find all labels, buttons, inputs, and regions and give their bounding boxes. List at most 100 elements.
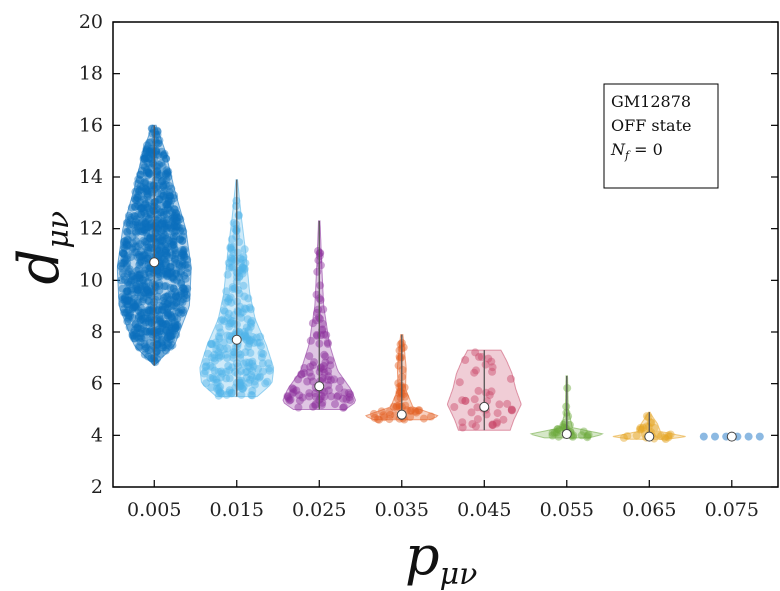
data-point	[406, 413, 415, 421]
data-point	[560, 419, 569, 427]
data-point	[165, 329, 174, 338]
data-point	[225, 322, 234, 331]
data-point	[140, 163, 149, 172]
data-point	[135, 271, 144, 280]
data-point	[162, 221, 171, 230]
data-point	[224, 259, 233, 267]
data-point	[373, 415, 382, 424]
violin-points	[200, 196, 274, 400]
data-point	[258, 359, 267, 368]
data-point	[151, 343, 160, 352]
data-point	[207, 339, 216, 348]
data-point	[248, 373, 257, 382]
data-point	[225, 374, 234, 383]
data-point	[162, 250, 171, 259]
data-point	[158, 321, 167, 330]
data-point	[162, 249, 171, 257]
data-point	[157, 237, 166, 246]
data-point	[222, 293, 231, 302]
data-point	[153, 162, 161, 171]
data-point	[143, 286, 152, 295]
data-point	[140, 256, 149, 265]
data-point	[170, 194, 179, 203]
data-point	[163, 269, 172, 278]
data-point	[136, 324, 145, 333]
data-point	[131, 274, 139, 283]
data-point	[168, 297, 177, 306]
data-point	[225, 366, 234, 375]
data-point	[159, 230, 168, 239]
data-point	[172, 269, 181, 278]
data-point	[118, 264, 127, 273]
data-point	[143, 171, 152, 180]
data-point	[142, 243, 150, 252]
data-point	[162, 325, 171, 334]
data-point	[481, 360, 490, 369]
data-point	[161, 303, 170, 312]
data-point	[227, 319, 235, 327]
x-axis-label-subscript: μν	[440, 557, 478, 591]
data-point	[167, 324, 176, 333]
data-point	[142, 212, 150, 221]
data-point	[156, 327, 164, 336]
data-point	[180, 291, 189, 300]
data-point	[175, 260, 184, 269]
data-point	[141, 200, 150, 209]
data-point	[142, 165, 151, 174]
data-point	[162, 261, 170, 270]
data-point	[393, 394, 402, 403]
data-point	[138, 227, 147, 236]
data-point	[176, 297, 185, 306]
data-point	[212, 345, 221, 354]
data-point	[158, 318, 166, 326]
data-point	[140, 283, 149, 292]
data-point	[153, 130, 162, 139]
data-point	[179, 250, 188, 259]
data-point	[240, 292, 249, 301]
data-point	[170, 212, 178, 221]
data-point	[147, 219, 156, 228]
data-point	[144, 190, 153, 199]
data-point	[136, 257, 145, 266]
data-point	[245, 339, 254, 348]
legend-box: GM12878 OFF state Nf = 0	[603, 83, 719, 189]
data-point	[121, 237, 129, 245]
data-point	[183, 255, 192, 264]
data-point	[240, 332, 249, 341]
data-point	[584, 430, 593, 439]
data-point	[257, 342, 265, 351]
data-point	[207, 383, 216, 392]
data-point	[644, 413, 653, 422]
data-point	[245, 336, 254, 345]
data-point	[154, 272, 163, 281]
data-point	[137, 210, 146, 219]
data-point	[344, 389, 353, 397]
data-point	[140, 226, 149, 235]
data-point	[141, 153, 150, 162]
data-point	[229, 285, 238, 293]
data-point	[210, 354, 219, 363]
data-point	[136, 182, 145, 191]
data-point	[379, 411, 388, 420]
data-point	[326, 361, 335, 370]
data-point	[140, 350, 149, 359]
data-point	[121, 308, 130, 317]
data-point	[166, 192, 175, 201]
data-point	[470, 395, 479, 404]
data-point	[126, 213, 135, 222]
data-point	[392, 403, 401, 412]
data-point	[142, 144, 151, 153]
data-point	[140, 288, 149, 297]
data-point	[146, 210, 155, 219]
data-point	[166, 310, 175, 319]
data-point	[242, 323, 251, 332]
data-point	[246, 364, 255, 372]
data-point	[170, 275, 179, 284]
data-point	[171, 292, 180, 301]
data-point	[137, 329, 146, 338]
data-point	[153, 340, 162, 349]
data-point	[168, 326, 177, 335]
data-point	[163, 168, 172, 177]
data-point	[226, 293, 235, 302]
data-point	[180, 271, 189, 280]
